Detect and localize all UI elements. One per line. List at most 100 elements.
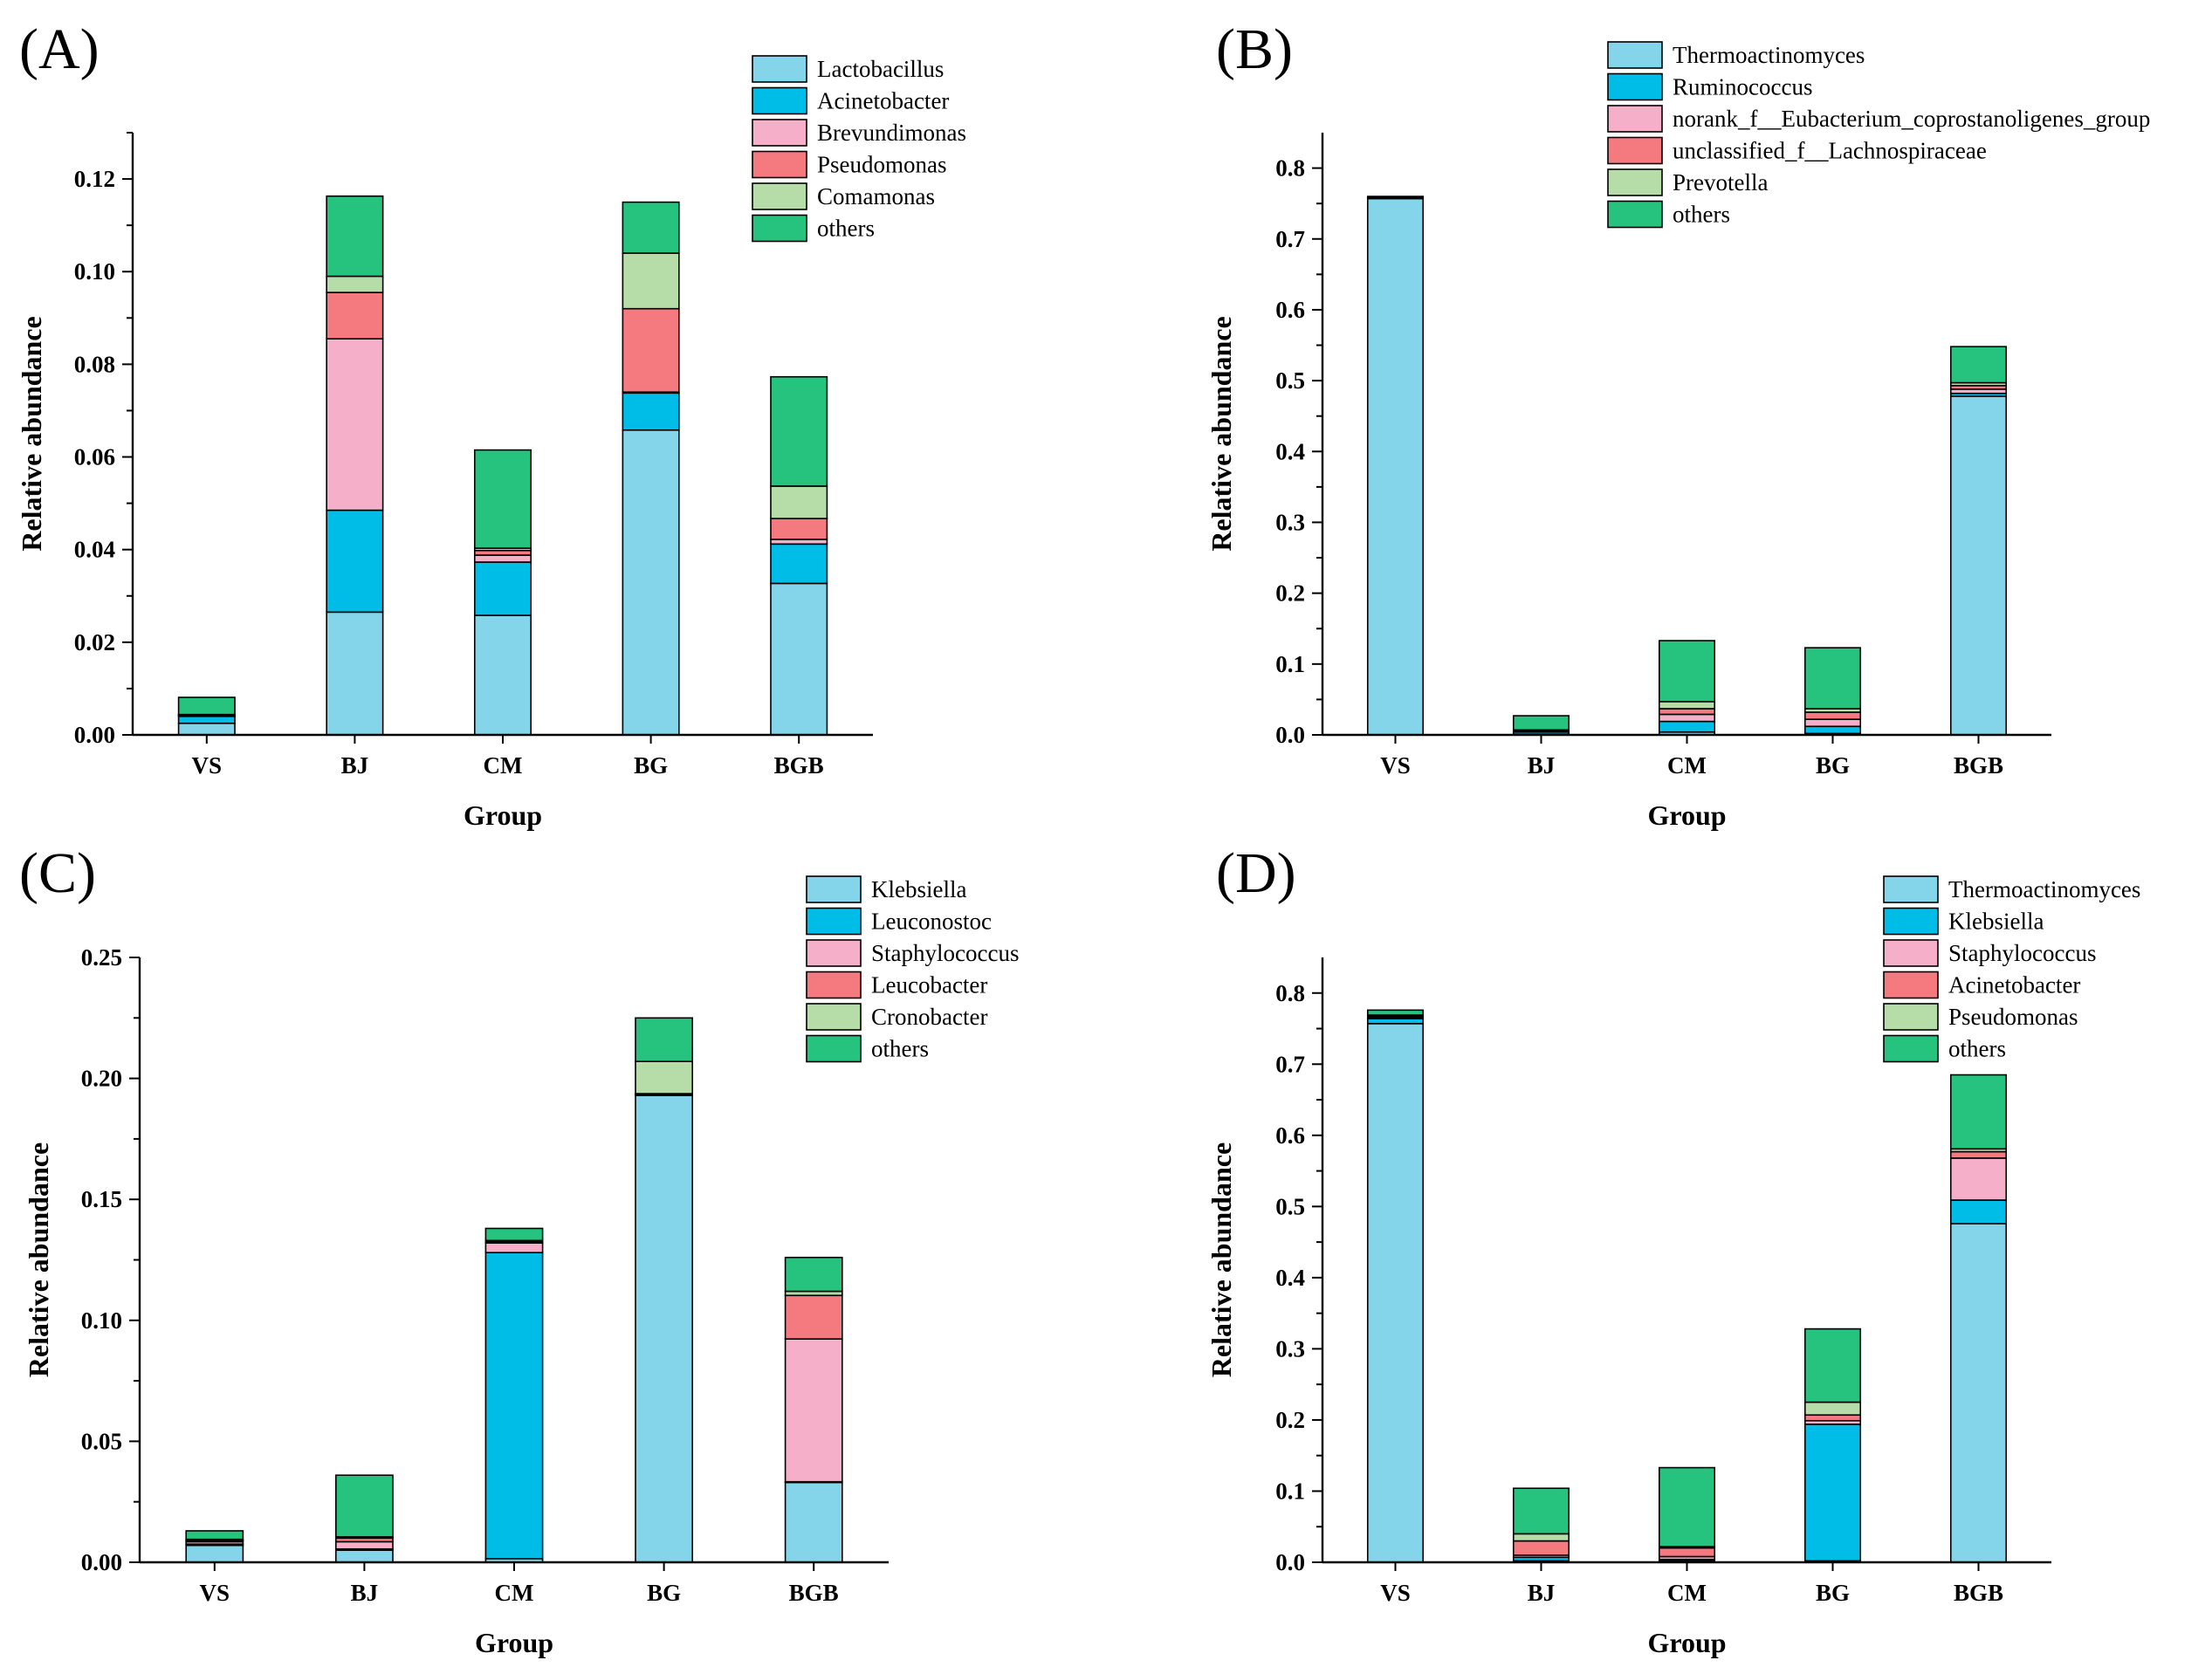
y-tick-label: 0.20: [81, 1066, 122, 1092]
y-tick-label: 0.8: [1275, 980, 1305, 1006]
panel-label: (C): [19, 841, 96, 905]
legend: Klebsiella Leuconostoc Staphylococcus Leuco…: [806, 875, 1019, 1063]
legend-swatch: [752, 119, 807, 147]
y-tick-label: 0.00: [81, 1549, 122, 1575]
legend-swatch: [752, 150, 807, 179]
bar-bj-acinetobacter: [1512, 1540, 1570, 1556]
y-tick-label: 0.0: [1275, 722, 1305, 748]
y-tick-label: 0.6: [1275, 1122, 1305, 1149]
legend-swatch: [752, 182, 807, 210]
bar-bgb-acinetobacter: [1949, 1150, 2008, 1159]
x-axis-title: Group: [464, 799, 542, 831]
legend-label: others: [817, 216, 875, 242]
y-tick-label: 0.2: [1275, 1407, 1305, 1433]
bar-bj-comamonas: [326, 275, 384, 293]
y-tick-label: 0.8: [1275, 155, 1305, 182]
bar-bg-norank-f-eubacterium-coprostanoligenes-group: [1803, 718, 1862, 728]
bar-bg-ruminococcus: [1803, 725, 1862, 735]
bar-bg-pseudomonas: [622, 307, 680, 394]
legend-swatch: [1883, 971, 1939, 999]
bar-cm-ruminococcus: [1658, 720, 1716, 733]
bar-vs-thermoactinomyces: [1366, 1023, 1425, 1563]
legend-swatch: [1883, 1034, 1939, 1063]
y-tick-label: 0.02: [74, 629, 115, 655]
bar-bj-lactobacillus: [326, 611, 384, 736]
bar-bg-others: [1803, 647, 1862, 710]
bar-bj-brevundimonas: [326, 338, 384, 511]
bar-bj-others: [1512, 1487, 1570, 1535]
legend-label: Brevundimonas: [817, 120, 966, 146]
bar-bgb-staphylococcus: [1949, 1157, 2008, 1201]
bar-bj-others: [1512, 715, 1570, 731]
legend-label: Staphylococcus: [1948, 940, 2096, 966]
bar-bgb-thermoactinomyces: [1949, 395, 2008, 736]
legend-swatch: [752, 55, 807, 83]
bar-bj-pseudomonas: [1512, 1533, 1570, 1542]
legend-swatch: [1883, 907, 1939, 936]
legend: Lactobacillus Acinetobacter Brevundimonas P…: [752, 55, 966, 243]
x-axis-title: Group: [1647, 1627, 1726, 1658]
bar-bgb-klebsiella: [784, 1481, 843, 1563]
legend-label: Staphylococcus: [871, 940, 1019, 966]
legend-swatch: [806, 1034, 862, 1063]
legend-label: Comamonas: [817, 183, 935, 209]
x-tick-label: BJ: [351, 1580, 379, 1606]
y-axis-title: Relative abundance: [1206, 316, 1237, 551]
legend-label: Thermoactinomyces: [1673, 42, 1865, 68]
y-tick-label: 0.00: [74, 722, 115, 748]
x-tick-label: CM: [495, 1580, 534, 1606]
bar-bg-lactobacillus: [622, 429, 680, 736]
bar-vs-klebsiella: [185, 1544, 244, 1563]
panel-label: (B): [1216, 17, 1293, 81]
bar-cm-others: [484, 1227, 544, 1242]
y-tick-label: 0.3: [1275, 509, 1305, 535]
legend-swatch: [752, 214, 807, 243]
bar-vs-thermoactinomyces: [1366, 197, 1425, 736]
bar-bg-comamonas: [622, 252, 680, 310]
bar-vs-others: [1366, 1009, 1425, 1016]
bar-bgb-acinetobacter: [770, 543, 828, 585]
x-tick-label: BJ: [341, 752, 369, 779]
chart-panel-d: (D) VS BJ CM BG BGB 0.0 0.1 0.2 0.3 0.4 0.5 0.6 0.7 0.…: [1206, 841, 2140, 1658]
legend-label: others: [1673, 202, 1730, 228]
bar-bj-pseudomonas: [326, 292, 384, 340]
bar-bgb-klebsiella: [1949, 1199, 2008, 1225]
bar-bg-acinetobacter: [622, 392, 680, 431]
x-tick-label: BG: [647, 1580, 681, 1606]
legend-label: Acinetobacter: [1948, 972, 2080, 998]
bar-cm-prevotella: [1658, 701, 1716, 710]
x-tick-label: BGB: [1954, 752, 2003, 779]
bar-bgb-leucobacter: [784, 1294, 843, 1340]
bar-vs-acinetobacter: [177, 715, 236, 724]
bar-vs-lactobacillus: [177, 722, 236, 736]
x-tick-label: VS: [1380, 1580, 1411, 1606]
bar-bg-acinetobacter: [1803, 1414, 1862, 1422]
bar-bgb-pseudomonas: [770, 518, 828, 540]
y-tick-label: 0.5: [1275, 1193, 1305, 1219]
y-tick-label: 0.1: [1275, 651, 1305, 677]
y-axis-title: Relative abundance: [23, 1142, 54, 1377]
bar-cm-staphylococcus: [484, 1242, 544, 1253]
legend-label: unclassified_f__Lachnospiraceae: [1673, 138, 1987, 164]
y-tick-label: 0.6: [1275, 297, 1305, 323]
bar-bg-unclassified-f-lachnospiraceae: [1803, 711, 1862, 720]
chart-panel-b: (B) VS BJ CM BG BGB 0.0 0.1 0.2 0.3 0.4 0.5 0.6 0.7 0.…: [1206, 17, 2150, 831]
y-tick-label: 0.3: [1275, 1335, 1305, 1362]
y-tick-label: 0.15: [81, 1186, 122, 1212]
y-tick-label: 0.7: [1275, 226, 1305, 252]
bar-vs-klebsiella: [1366, 1018, 1425, 1025]
y-tick-label: 0.10: [74, 258, 115, 285]
legend-swatch: [1607, 168, 1663, 196]
legend-label: Klebsiella: [1948, 909, 2044, 935]
bar-cm-brevundimonas: [473, 554, 532, 563]
x-axis-title: Group: [1647, 799, 1726, 831]
bar-cm-norank-f-eubacterium-coprostanoligenes-group: [1658, 713, 1716, 723]
x-tick-label: BJ: [1528, 752, 1556, 779]
bar-bg-klebsiella: [635, 1094, 694, 1563]
x-tick-label: BJ: [1528, 1580, 1556, 1606]
legend-swatch: [1607, 200, 1663, 229]
legend-swatch: [1607, 136, 1663, 165]
legend-swatch: [806, 907, 862, 936]
bar-cm-lactobacillus: [473, 614, 532, 736]
bar-cm-others: [1658, 640, 1716, 703]
